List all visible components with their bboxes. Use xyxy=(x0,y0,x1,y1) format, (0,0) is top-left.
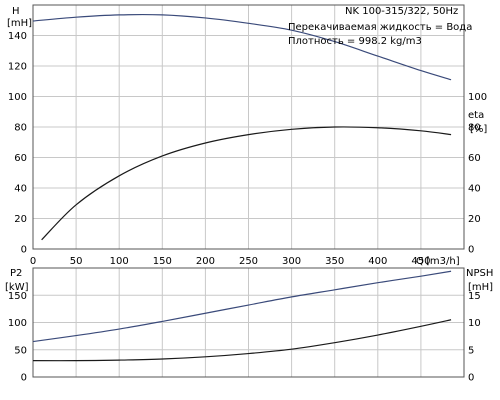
top-right-tick-label: 60 xyxy=(468,153,481,164)
top-right-tick-label: 0 xyxy=(468,245,474,256)
top-left-tick-label: 40 xyxy=(14,184,27,195)
top-x-tick-label: 100 xyxy=(110,256,129,267)
top-right-tick-label: 80 xyxy=(468,123,481,134)
top-left-axis-label: H xyxy=(12,6,20,17)
bottom-series-line-1 xyxy=(32,319,452,362)
bottom-left-tick-label: 0 xyxy=(21,373,27,384)
x-axis-label: Q xyxy=(416,256,424,267)
top-left-tick-label: 60 xyxy=(14,153,27,164)
bottom-right-axis-label: NPSH xyxy=(466,268,493,279)
bottom-left-tick-label: 150 xyxy=(8,291,27,302)
top-x-tick-label: 350 xyxy=(325,256,344,267)
top-x-tick-label: 0 xyxy=(30,256,36,267)
top-left-tick-label: 80 xyxy=(14,123,27,134)
chart-title: NK 100-315/322, 50Hz xyxy=(345,6,458,17)
top-left-tick-label: 140 xyxy=(8,31,27,42)
series-layer xyxy=(32,13,452,362)
bottom-left-axis-unit: [kW] xyxy=(5,282,29,293)
bottom-right-tick-label: 5 xyxy=(468,345,474,356)
x-axis-unit: [m3/h] xyxy=(426,256,460,267)
top-x-tick-label: 200 xyxy=(196,256,215,267)
bottom-frame xyxy=(32,267,465,378)
top-right-axis-label: eta xyxy=(468,110,484,121)
top-right-axis-unit: [%] xyxy=(470,124,487,135)
top-right-tick-label: 20 xyxy=(468,214,481,225)
bottom-series-line-0 xyxy=(32,270,452,343)
top-left-axis-unit: [mH] xyxy=(7,18,32,29)
bottom-left-axis-label: P2 xyxy=(10,268,22,279)
top-x-tick-label: 50 xyxy=(70,256,83,267)
top-left-tick-label: 20 xyxy=(14,214,27,225)
top-left-tick-label: 100 xyxy=(8,92,27,103)
top-left-tick-label: 120 xyxy=(8,62,27,73)
top-frame xyxy=(32,4,465,250)
top-x-tick-label: 300 xyxy=(282,256,301,267)
bottom-right-tick-label: 10 xyxy=(468,318,481,329)
grid-layer xyxy=(32,5,464,378)
top-x-tick-label: 450 xyxy=(411,256,430,267)
annotation-liquid: Перекачиваемая жидкость = Вода xyxy=(288,22,472,33)
top-right-tick-label: 100 xyxy=(468,92,487,103)
bottom-right-tick-label: 0 xyxy=(468,373,474,384)
top-x-tick-label: 150 xyxy=(153,256,172,267)
bottom-left-tick-label: 100 xyxy=(8,318,27,329)
top-x-tick-label: 400 xyxy=(368,256,387,267)
bottom-right-axis-unit: [mH] xyxy=(468,282,493,293)
bottom-right-tick-label: 15 xyxy=(468,291,481,302)
bottom-left-tick-label: 50 xyxy=(14,345,27,356)
top-series-line-0 xyxy=(32,13,452,81)
top-x-tick-label: 250 xyxy=(239,256,258,267)
top-series-line-1 xyxy=(41,126,452,241)
label-layer: NK 100-315/322, 50Hz Перекачиваемая жидк… xyxy=(5,6,493,293)
top-left-tick-label: 0 xyxy=(21,245,27,256)
top-right-tick-label: 40 xyxy=(468,184,481,195)
annotation-density: Плотность = 998.2 kg/m3 xyxy=(288,36,422,47)
